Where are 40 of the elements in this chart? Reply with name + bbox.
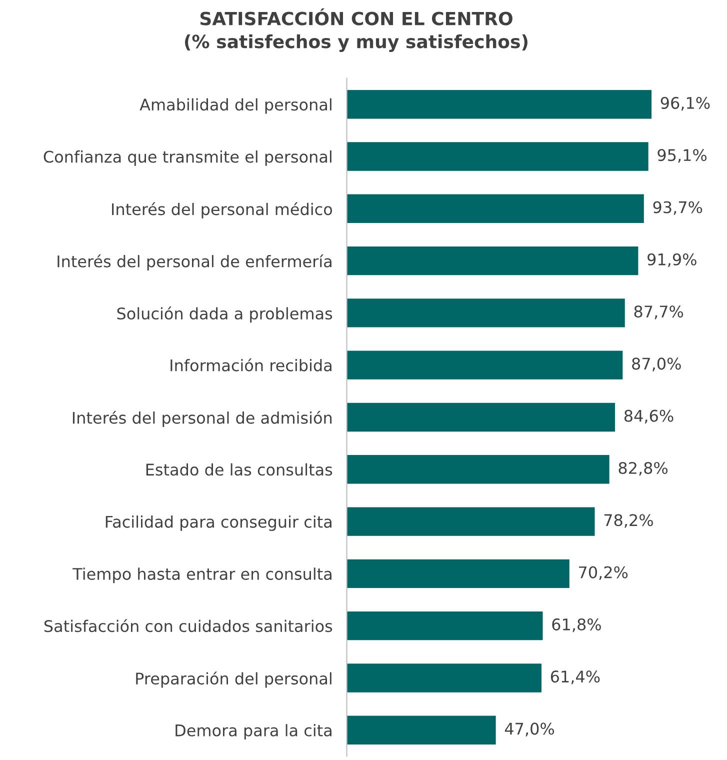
data-label: 95,1% bbox=[658, 149, 707, 163]
bar bbox=[346, 194, 644, 223]
bar bbox=[346, 90, 652, 119]
data-label: 61,8% bbox=[552, 618, 601, 632]
data-label: 84,6% bbox=[624, 410, 674, 424]
data-label: 93,7% bbox=[653, 201, 702, 215]
bar bbox=[346, 455, 610, 484]
y-tick-label: Interés del personal de enfermería bbox=[58, 254, 332, 271]
y-tick-label: Información recibida bbox=[170, 358, 332, 372]
y-tick-label: Satisfacción con cuidados sanitarios bbox=[44, 619, 332, 632]
bar bbox=[346, 611, 543, 640]
data-label: 47,0% bbox=[504, 722, 554, 736]
y-tick-label: Interés del personal médico bbox=[112, 202, 332, 218]
bar bbox=[346, 559, 570, 588]
bar bbox=[346, 716, 496, 744]
y-tick-label: Confianza que transmite el personal bbox=[44, 150, 332, 166]
data-label: 96,1% bbox=[660, 96, 710, 111]
y-tick-label: Estado de las consultas bbox=[146, 463, 332, 476]
data-label: 91,9% bbox=[648, 253, 696, 268]
data-label: 78,2% bbox=[604, 514, 653, 528]
y-tick-label: Facilidad para conseguir cita bbox=[106, 515, 332, 531]
data-label: 70,2% bbox=[579, 566, 628, 580]
chart-title: SATISFACCIÓN CON EL CENTRO (% satisfechos y muy satisfechos) bbox=[185, 8, 528, 52]
bar bbox=[346, 298, 625, 328]
y-tick-label: Amabilidad del personal bbox=[140, 98, 332, 114]
bar bbox=[346, 664, 542, 692]
bar bbox=[346, 142, 648, 171]
data-label: 87,0% bbox=[632, 358, 681, 372]
bar bbox=[346, 350, 623, 380]
y-tick-label: Preparación del personal bbox=[136, 672, 332, 688]
bar bbox=[346, 402, 616, 432]
y-tick-label: Demora para la cita bbox=[176, 724, 332, 740]
bar bbox=[346, 507, 595, 536]
bar bbox=[346, 246, 638, 276]
data-label: 61,4% bbox=[550, 670, 600, 684]
data-label: 87,7% bbox=[634, 306, 684, 320]
y-tick-label: Solución dada a problemas bbox=[117, 306, 332, 323]
y-tick-label: Tiempo hasta entrar en consulta bbox=[72, 568, 332, 584]
y-tick-label: Interés del personal de admisión bbox=[72, 410, 332, 427]
data-label: 82,8% bbox=[618, 462, 668, 476]
